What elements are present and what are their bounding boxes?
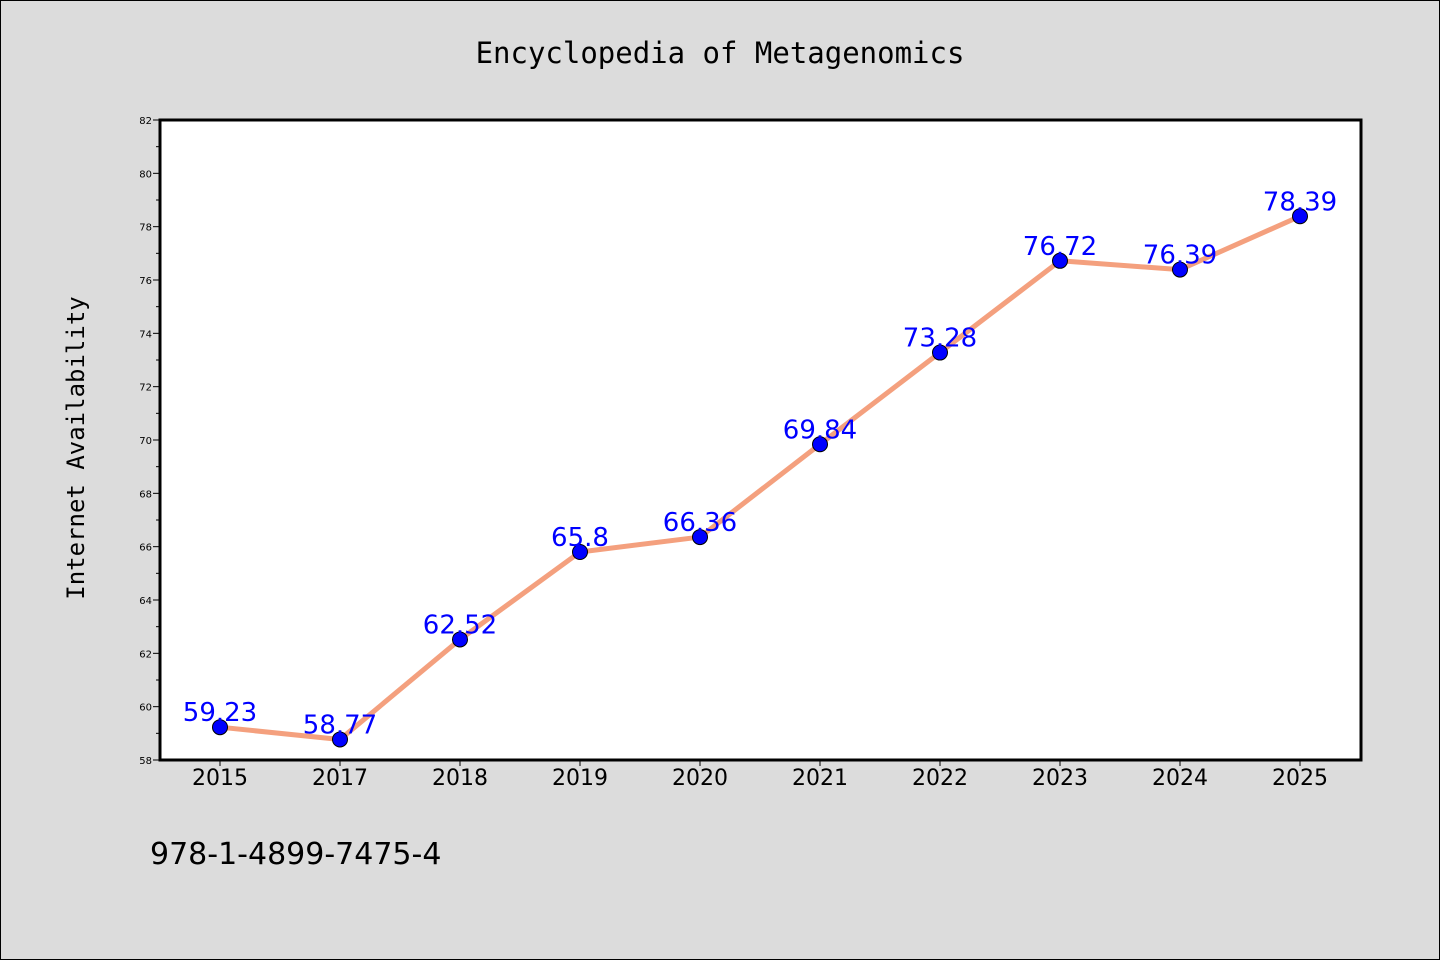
- data-label: 78.39: [1263, 187, 1337, 217]
- y-tick-label: 76: [139, 276, 152, 287]
- x-tick-label: 2020: [672, 766, 728, 791]
- data-label: 66.36: [663, 508, 737, 538]
- data-point: [812, 436, 828, 453]
- data-label: 59.23: [183, 698, 257, 728]
- y-tick-label: 74: [139, 329, 152, 340]
- data-label: 69.84: [783, 415, 857, 445]
- y-tick-label: 58: [139, 756, 152, 767]
- y-tick-label: 82: [139, 116, 152, 127]
- data-point: [212, 719, 228, 736]
- y-tick-label: 78: [139, 223, 152, 234]
- data-point: [692, 529, 708, 546]
- y-axis-ticks: 58 60 62 64 66 68 70 72 74 76 78 80 82: [139, 116, 160, 767]
- data-label: 76.72: [1023, 232, 1097, 262]
- plot-area: [158, 118, 1363, 762]
- y-tick-label: 80: [139, 169, 152, 180]
- x-tick-label: 2018: [432, 766, 488, 791]
- series-line: [219, 213, 1302, 742]
- data-point: [572, 544, 588, 560]
- data-labels: 59.23 58.77 62.52 65.8 66.36 69.84 73.28 76.72 7…: [183, 187, 1337, 740]
- x-tick-label: 2017: [312, 766, 368, 791]
- y-tick-label: 62: [139, 649, 152, 660]
- chart-title: Encyclopedia of Metagenomics: [476, 36, 965, 70]
- x-tick-label: 2025: [1272, 766, 1328, 791]
- data-point: [452, 631, 468, 648]
- x-tick-label: 2022: [912, 766, 968, 791]
- y-tick-label: 64: [139, 596, 152, 607]
- x-axis-ticks: 2015 2017 2018 2019 2020 2021 2022 2023 2024 2025: [192, 760, 1328, 791]
- data-label: 65.8: [551, 523, 609, 553]
- y-tick-label: 66: [139, 543, 152, 554]
- data-label: 58.77: [303, 710, 377, 740]
- y-axis-label: Internet Availability: [62, 296, 90, 599]
- data-label: 76.39: [1143, 241, 1217, 271]
- x-tick-label: 2019: [552, 766, 608, 791]
- data-point: [1292, 208, 1308, 225]
- data-points: [212, 208, 1308, 748]
- data-label: 73.28: [903, 324, 977, 354]
- data-point: [1052, 252, 1068, 269]
- x-tick-label: 2023: [1032, 766, 1088, 791]
- x-tick-label: 2024: [1152, 766, 1208, 791]
- isbn-footer: 978-1-4899-7475-4: [150, 837, 441, 872]
- x-tick-label: 2015: [192, 766, 248, 791]
- data-point: [332, 731, 348, 748]
- data-point: [1172, 261, 1188, 278]
- data-point: [932, 344, 948, 361]
- x-tick-label: 2021: [792, 766, 848, 791]
- y-tick-label: 60: [139, 703, 152, 714]
- data-label: 62.52: [423, 610, 497, 640]
- y-tick-label: 68: [139, 489, 152, 500]
- y-tick-label: 70: [139, 436, 152, 447]
- series-line-group: [219, 213, 1302, 742]
- y-tick-label: 72: [139, 383, 152, 394]
